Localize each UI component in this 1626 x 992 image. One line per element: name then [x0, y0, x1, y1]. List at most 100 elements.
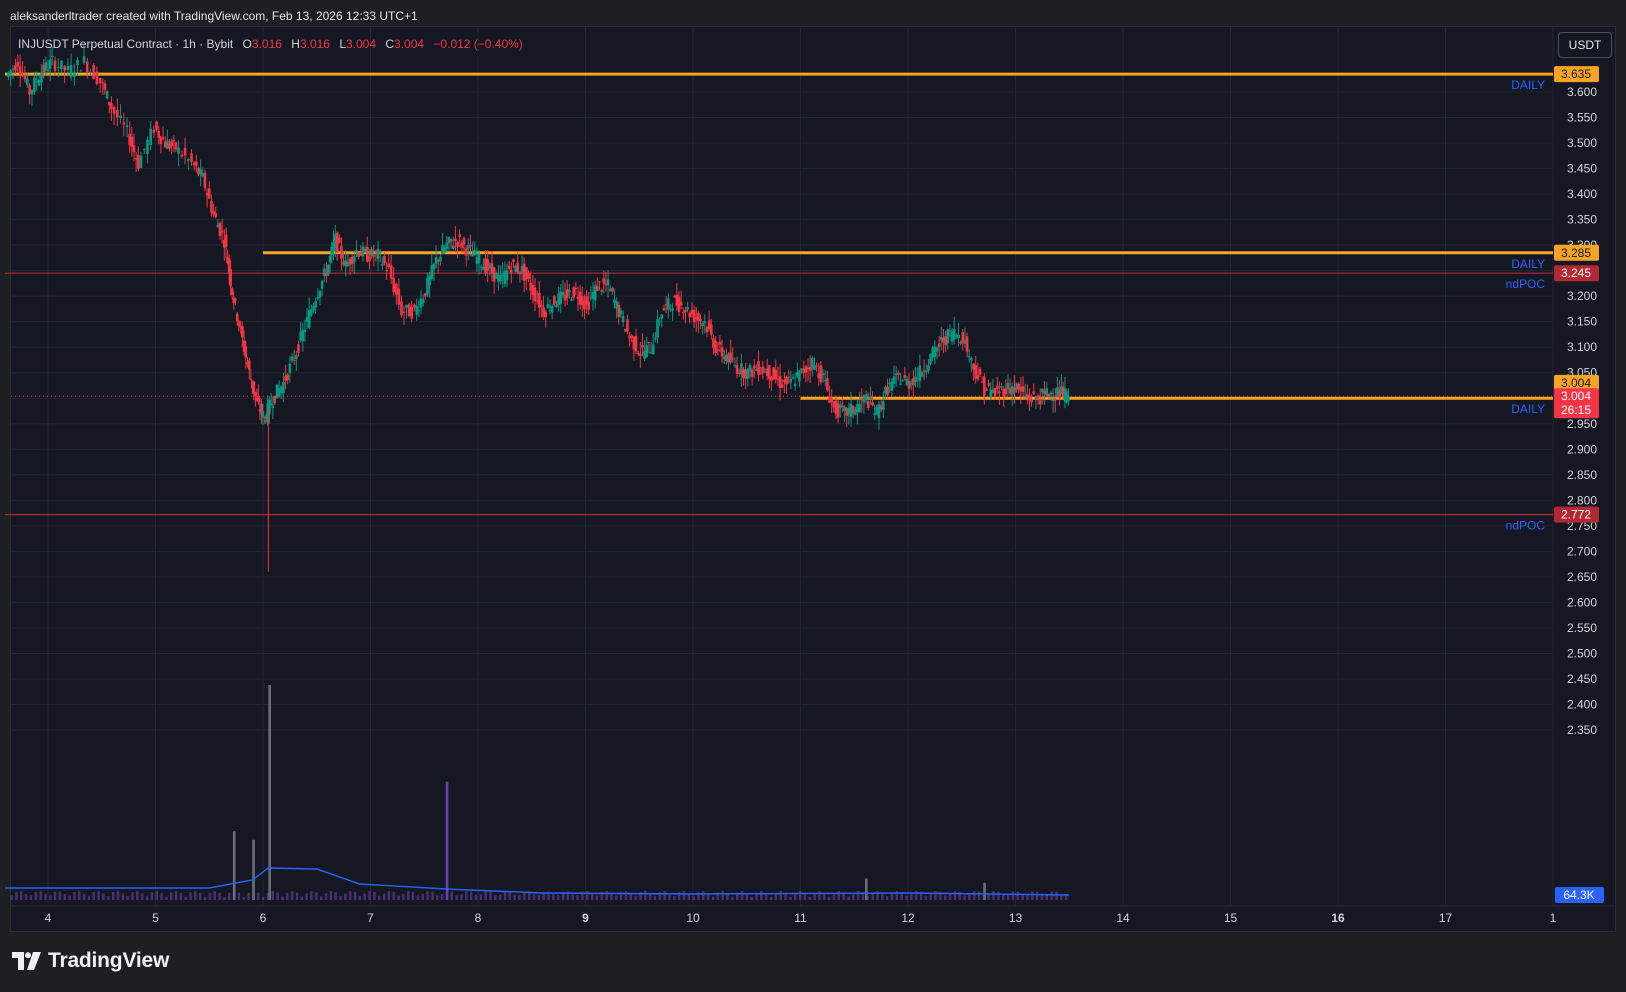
- volume-bar: [170, 892, 173, 900]
- tradingview-logo[interactable]: TradingView: [12, 949, 169, 973]
- candle-body: [1028, 395, 1031, 401]
- candle-body: [33, 77, 36, 92]
- volume-bar: [290, 891, 294, 900]
- candle-body: [60, 60, 63, 70]
- volume-bar: [213, 891, 216, 900]
- candle-body: [218, 222, 222, 236]
- daily-label: DAILY: [1511, 257, 1545, 271]
- price-tick-label: 2.600: [1567, 595, 1597, 609]
- candle-body: [531, 284, 535, 296]
- volume-bar: [271, 891, 274, 900]
- currency-button[interactable]: USDT: [1558, 32, 1612, 58]
- candle-body: [763, 371, 767, 373]
- volume-bar: [1040, 894, 1044, 900]
- candle-body: [18, 66, 22, 75]
- volume-bar: [721, 891, 724, 900]
- candle-body: [774, 369, 778, 380]
- volume-bar: [537, 894, 541, 900]
- price-tick-label: 3.200: [1567, 289, 1597, 303]
- candle-body: [598, 281, 601, 283]
- candle-body: [677, 296, 681, 312]
- candle-body: [834, 400, 838, 414]
- candle-body: [768, 365, 771, 380]
- volume-bar: [324, 893, 328, 900]
- brand-name: TradingView: [48, 949, 170, 972]
- volume-bar: [73, 891, 76, 900]
- candle-body: [316, 297, 320, 299]
- candle-body: [673, 295, 677, 298]
- volume-bar: [189, 892, 192, 900]
- volume-bar: [861, 892, 865, 900]
- volume-bar: [702, 891, 705, 900]
- price-tick-label: 3.450: [1567, 162, 1597, 176]
- price-tick-label: 2.850: [1567, 468, 1597, 482]
- candle-body: [295, 355, 298, 360]
- volume-bar: [692, 896, 695, 900]
- candle-body: [1004, 388, 1008, 394]
- candle-body: [692, 309, 696, 323]
- candle-body: [847, 407, 851, 415]
- volume-bar: [68, 895, 71, 900]
- candle-body: [413, 304, 416, 308]
- candle-body: [381, 263, 384, 266]
- volume-bar: [779, 891, 782, 900]
- candle-body: [456, 242, 459, 247]
- candle-body: [467, 245, 470, 249]
- volume-bar: [571, 894, 574, 900]
- volume-bar: [644, 891, 647, 900]
- candle-body: [965, 336, 969, 352]
- volume-bar: [876, 891, 879, 900]
- candle-body: [856, 404, 859, 413]
- volume-bar: [905, 895, 908, 900]
- volume-bar: [465, 891, 468, 900]
- volume-bar: [431, 891, 434, 900]
- candle-body: [806, 367, 810, 370]
- candle-body: [432, 263, 436, 270]
- candle-body: [424, 293, 427, 297]
- candle-body: [387, 263, 391, 268]
- candle-body: [426, 277, 429, 295]
- volume-bar: [542, 891, 545, 900]
- candle-body: [251, 380, 254, 389]
- price-axis[interactable]: [1554, 27, 1615, 905]
- volume-bar: [455, 895, 458, 900]
- candle-body: [623, 329, 627, 332]
- candle-body: [570, 299, 573, 301]
- volume-bar: [590, 894, 594, 900]
- volume-bar: [305, 893, 308, 900]
- volume-bar: [460, 894, 463, 900]
- candle-body: [1047, 393, 1051, 398]
- volume-bar: [411, 891, 415, 900]
- candle-body: [197, 167, 200, 175]
- volume-bar: [421, 894, 424, 900]
- close-value: 3.004: [394, 37, 425, 51]
- candle-body: [263, 416, 266, 418]
- candle-body: [593, 285, 597, 301]
- candle-body: [464, 248, 468, 256]
- volume-bar: [131, 892, 134, 900]
- price-tick-label: 2.550: [1567, 621, 1597, 635]
- candle-body: [619, 310, 623, 315]
- candle-body: [529, 282, 532, 291]
- chart-pane[interactable]: [10, 26, 1616, 932]
- volume-bar: [363, 893, 366, 900]
- candle-body: [11, 68, 15, 70]
- candle-body: [621, 316, 625, 322]
- candle-body: [16, 61, 20, 67]
- volume-bar: [605, 891, 608, 900]
- candle-body: [881, 401, 885, 410]
- candle-body: [916, 378, 919, 380]
- candle-body: [957, 334, 960, 339]
- symbol-legend: INJUSDT Perpetual Contract · 1h · Bybit …: [18, 37, 523, 51]
- candle-body: [832, 401, 836, 408]
- candle-body: [37, 79, 41, 86]
- candle-body: [600, 290, 603, 292]
- candle-body: [849, 403, 853, 417]
- volume-bar: [610, 893, 613, 900]
- candle-body: [851, 406, 855, 414]
- candle-body: [537, 292, 541, 308]
- candle-body: [305, 316, 309, 322]
- candle-body: [357, 253, 360, 258]
- candle-body: [899, 383, 902, 385]
